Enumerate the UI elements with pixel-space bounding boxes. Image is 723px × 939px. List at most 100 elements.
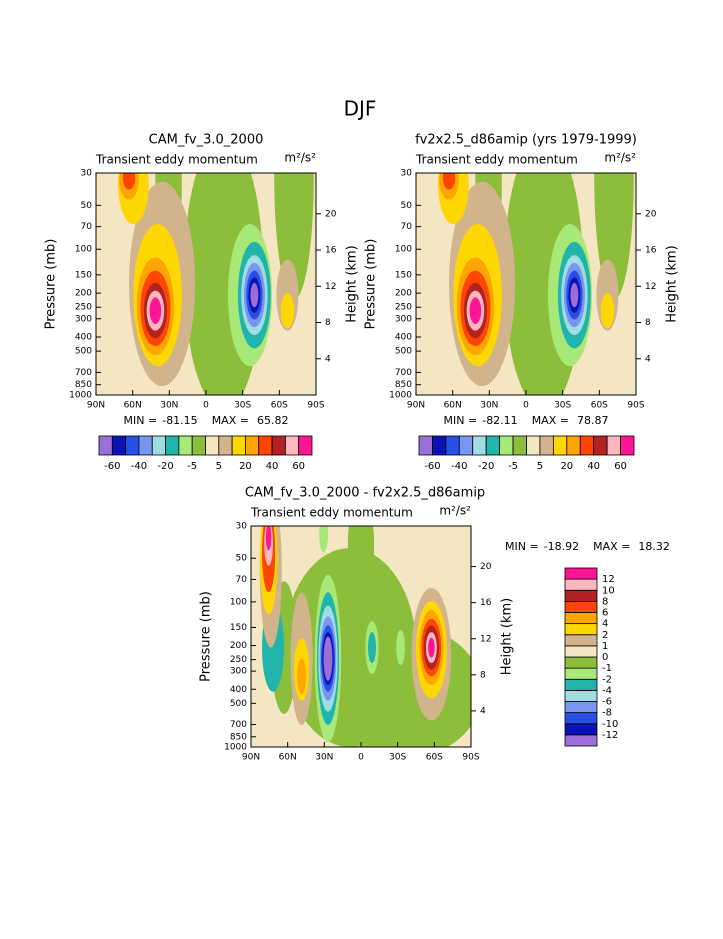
y2-tick-label: 8 <box>480 670 486 680</box>
max-value: 65.82 <box>257 414 289 427</box>
colorbar-box <box>231 435 246 456</box>
y-tick-label: 700 <box>395 368 412 378</box>
x-tick-label: 60N <box>444 401 462 411</box>
min-value: -82.11 <box>482 414 517 427</box>
y2-tick-label: 20 <box>480 562 492 572</box>
colorbar-label: 1 <box>602 641 608 652</box>
x-tick-label: 60N <box>124 401 142 411</box>
units: m²/s² <box>439 504 471 518</box>
contour-region <box>347 526 375 588</box>
colorbar-box <box>178 435 193 456</box>
colorbar-box <box>552 435 568 456</box>
y2-tick-label: 20 <box>645 209 657 219</box>
colorbar-box <box>445 435 460 456</box>
y2-tick-label: 12 <box>325 282 336 292</box>
y-tick-label: 50 <box>401 201 413 211</box>
colorbar-box <box>218 435 233 456</box>
colorbar-box <box>564 567 598 580</box>
colorbar-label: -5 <box>508 461 518 472</box>
colorbar-box <box>472 435 487 456</box>
y-tick-label: 250 <box>230 655 247 665</box>
max-label: MAX = <box>212 414 249 427</box>
min-label: MIN = <box>444 414 478 427</box>
max-label: MAX = <box>593 540 630 553</box>
contour-region <box>600 292 615 329</box>
y2-axis-label: Height (km) <box>665 245 680 322</box>
y-tick-label: 250 <box>395 303 412 313</box>
colorbar-box <box>564 623 598 636</box>
colorbar-box <box>620 435 635 456</box>
x-tick-label: 60S <box>591 401 608 411</box>
colorbar-box <box>432 435 447 456</box>
colorbar-box <box>98 435 113 456</box>
contour-region <box>442 173 456 190</box>
colorbar-label: 5 <box>537 461 543 472</box>
y2-axis-label: Height (km) <box>345 245 360 322</box>
colorbar-box <box>111 435 127 456</box>
colorbar-box <box>564 701 598 714</box>
y2-axis-label: Height (km) <box>500 598 515 675</box>
contour-region <box>297 658 306 694</box>
min-max: MIN = -18.92 MAX = 18.32 <box>505 540 670 553</box>
y-axis-label: Pressure (mb) <box>44 239 59 330</box>
max-value: 78.87 <box>577 414 609 427</box>
y-tick-label: 100 <box>230 597 247 607</box>
colorbar-box <box>564 656 598 669</box>
y-tick-label: 70 <box>81 222 93 232</box>
colorbar-box <box>485 435 501 456</box>
colorbar-box <box>125 435 140 456</box>
y-tick-label: 500 <box>230 699 247 709</box>
colorbar-label: 20 <box>560 461 573 472</box>
x-tick-label: 90S <box>307 401 324 411</box>
y-tick-label: 30 <box>81 169 93 179</box>
y-tick-label: 1000 <box>389 391 412 401</box>
min-label: MIN = <box>505 540 539 553</box>
y2-tick-label: 8 <box>645 318 651 328</box>
colorbar-box <box>151 435 166 456</box>
y-tick-label: 150 <box>230 623 247 633</box>
panel-subtitle: Transient eddy momentum <box>95 153 258 167</box>
colorbar-box <box>593 435 608 456</box>
y-tick-label: 50 <box>236 554 248 564</box>
y-tick-label: 700 <box>230 720 247 730</box>
contour-panel: CAM_fv_3.0_2000 - fv2x2.5_d86amip Transie… <box>199 486 670 763</box>
x-tick-label: 90S <box>462 753 479 763</box>
colorbar-box <box>564 645 598 658</box>
y2-tick-label: 4 <box>645 354 651 364</box>
colorbar-label: 6 <box>602 608 608 619</box>
x-tick-label: 60S <box>271 401 288 411</box>
contour-fill <box>416 173 636 395</box>
colorbar-box <box>298 435 313 456</box>
contour-fill <box>251 526 471 747</box>
colorbar-box <box>564 712 598 725</box>
colorbar-label: -4 <box>602 685 612 696</box>
y-tick-label: 500 <box>395 347 412 357</box>
colorbar-label: -5 <box>187 461 197 472</box>
min-value: -81.15 <box>162 414 197 427</box>
y2-tick-label: 16 <box>645 246 657 256</box>
y2-tick-label: 12 <box>480 634 491 644</box>
colorbar-label: 40 <box>266 461 279 472</box>
contour-panel: fv2x2.5_d86amip (yrs 1979-1999) Transient… <box>364 133 680 473</box>
contour-panel: CAM_fv_3.0_2000 Transient eddy momentum m²… <box>44 133 360 473</box>
y-tick-label: 850 <box>395 380 412 390</box>
y-tick-label: 500 <box>75 347 92 357</box>
colorbar-label: 60 <box>292 461 305 472</box>
colorbar-label: -40 <box>131 461 147 472</box>
colorbar-box <box>566 435 581 456</box>
y-tick-label: 30 <box>236 522 248 532</box>
colorbar-box <box>564 667 598 680</box>
max-value: 18.32 <box>638 540 670 553</box>
contour-region <box>396 629 405 666</box>
y-tick-label: 50 <box>81 201 93 211</box>
colorbar-box <box>539 435 554 456</box>
colorbar-box <box>564 734 598 747</box>
x-tick-label: 0 <box>358 753 364 763</box>
colorbar-box <box>564 600 598 613</box>
colorbar-label: 40 <box>587 461 600 472</box>
colorbar-box <box>564 589 598 602</box>
colorbar-box <box>271 435 286 456</box>
colorbar-label: 12 <box>602 574 615 585</box>
